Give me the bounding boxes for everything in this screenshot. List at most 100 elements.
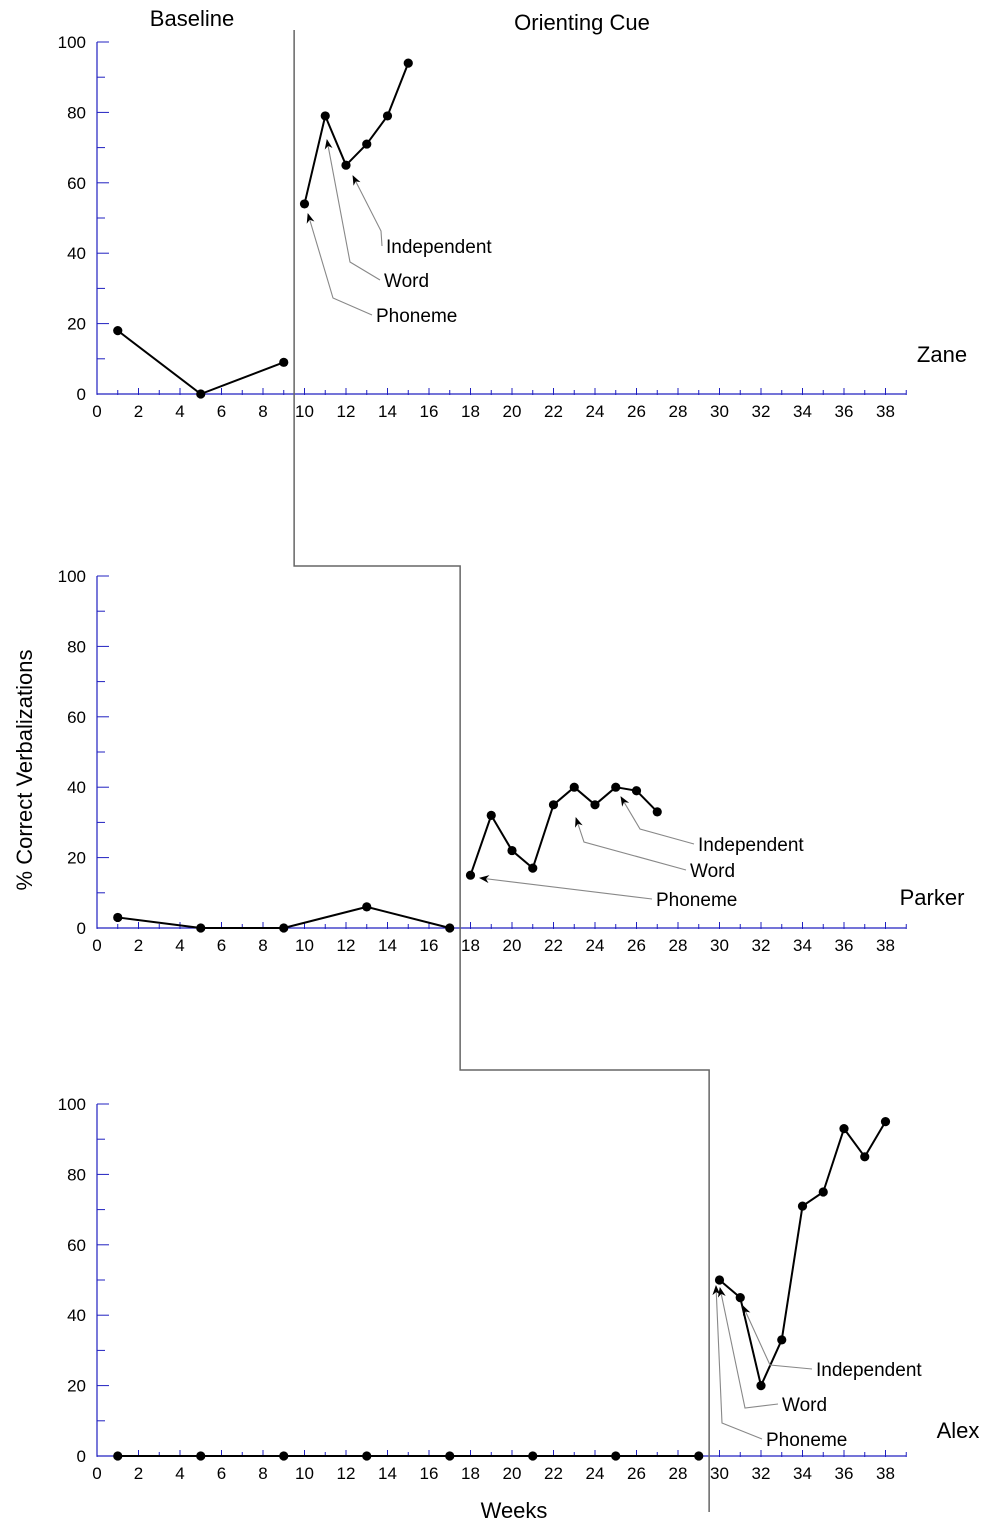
y-axis-title: % Correct Verbalizations — [12, 650, 37, 891]
data-point — [839, 1124, 849, 1134]
data-point — [611, 782, 621, 792]
y-tick-label: 100 — [58, 567, 86, 586]
y-tick-label: 0 — [77, 385, 86, 404]
x-tick-label: 28 — [669, 936, 688, 955]
data-point — [486, 810, 496, 820]
x-tick-label: 22 — [544, 1464, 563, 1483]
x-tick-label: 14 — [378, 402, 397, 421]
x-tick-label: 20 — [503, 402, 522, 421]
y-tick-label: 40 — [67, 778, 86, 797]
x-tick-label: 26 — [627, 402, 646, 421]
x-tick-label: 24 — [586, 402, 605, 421]
y-tick-label: 80 — [67, 1165, 86, 1184]
x-tick-label: 12 — [337, 1464, 356, 1483]
x-tick-label: 28 — [669, 1464, 688, 1483]
x-tick-label: 14 — [378, 1464, 397, 1483]
x-tick-label: 32 — [752, 1464, 771, 1483]
data-point — [548, 800, 559, 810]
x-tick-label: 26 — [627, 936, 646, 955]
x-tick-label: 30 — [710, 402, 729, 421]
x-tick-label: 16 — [420, 402, 439, 421]
data-point — [113, 1451, 123, 1461]
x-tick-label: 10 — [295, 1464, 314, 1483]
y-tick-label: 0 — [77, 919, 86, 938]
annotation-arrow — [717, 1287, 779, 1409]
x-tick-label: 0 — [92, 936, 101, 955]
data-point — [445, 1451, 455, 1461]
x-tick-label: 22 — [544, 402, 563, 421]
y-tick-label: 40 — [67, 1306, 86, 1325]
data-point — [590, 800, 600, 810]
x-tick-label: 22 — [544, 936, 563, 955]
x-tick-label: 36 — [835, 402, 854, 421]
y-tick-label: 0 — [77, 1447, 86, 1466]
x-tick-label: 34 — [793, 1464, 812, 1483]
x-tick-label: 24 — [586, 1464, 605, 1483]
series-line-orienting-cue — [303, 62, 410, 205]
x-tick-label: 12 — [337, 402, 356, 421]
data-point — [611, 1451, 621, 1461]
data-point — [113, 326, 123, 336]
data-point — [777, 1335, 787, 1345]
x-tick-label: 6 — [217, 1464, 226, 1483]
data-point — [196, 1451, 206, 1461]
annotation-arrow — [742, 1305, 813, 1370]
data-point — [196, 923, 206, 933]
series-line-orienting-cue — [469, 786, 658, 876]
data-point — [735, 1293, 745, 1303]
data-point — [652, 807, 662, 817]
x-tick-label: 34 — [793, 936, 812, 955]
x-tick-label: 0 — [92, 1464, 101, 1483]
data-point — [569, 782, 579, 792]
data-point — [113, 912, 123, 923]
data-point — [631, 786, 642, 796]
phase-label-baseline: Baseline — [150, 6, 234, 31]
data-point — [341, 160, 351, 170]
x-tick-label: 28 — [669, 402, 688, 421]
series-line-orienting-cue — [718, 1121, 887, 1387]
x-tick-label: 20 — [503, 1464, 522, 1483]
data-point — [279, 1451, 289, 1461]
annotation-arrow — [324, 139, 381, 281]
x-tick-label: 12 — [337, 936, 356, 955]
x-tick-label: 6 — [217, 402, 226, 421]
x-tick-label: 20 — [503, 936, 522, 955]
subject-label: Parker — [900, 885, 965, 910]
series-line-baseline — [117, 329, 285, 395]
y-tick-label: 80 — [67, 637, 86, 656]
data-point — [445, 923, 455, 933]
x-tick-label: 18 — [461, 936, 480, 955]
data-point — [797, 1201, 808, 1211]
data-point — [362, 1451, 372, 1461]
x-tick-label: 10 — [295, 936, 314, 955]
x-tick-label: 18 — [461, 402, 480, 421]
x-tick-label: 14 — [378, 936, 397, 955]
x-tick-label: 32 — [752, 936, 771, 955]
annotation-label: Phoneme — [766, 1430, 847, 1451]
x-tick-label: 38 — [876, 936, 895, 955]
data-point — [528, 1451, 538, 1461]
y-tick-label: 100 — [58, 1095, 86, 1114]
x-tick-label: 0 — [92, 402, 101, 421]
x-tick-label: 36 — [835, 1464, 854, 1483]
annotation-label: Independent — [386, 237, 492, 258]
y-tick-label: 60 — [67, 1236, 86, 1255]
x-tick-label: 4 — [175, 402, 184, 421]
subject-label: Zane — [917, 342, 967, 367]
x-tick-label: 38 — [876, 402, 895, 421]
annotation-label: Word — [690, 861, 735, 882]
x-tick-label: 6 — [217, 936, 226, 955]
x-tick-label: 2 — [134, 1464, 143, 1483]
y-tick-label: 80 — [67, 103, 86, 122]
data-point — [196, 389, 206, 399]
x-tick-label: 2 — [134, 936, 143, 955]
x-tick-label: 4 — [175, 1464, 184, 1483]
annotation-label: Word — [384, 271, 429, 292]
data-point — [714, 1275, 725, 1285]
x-tick-label: 26 — [627, 1464, 646, 1483]
y-tick-label: 20 — [67, 315, 86, 334]
data-point — [860, 1152, 870, 1162]
data-point — [320, 111, 330, 121]
annotation-arrow — [620, 796, 695, 845]
phase-label-orienting-cue: Orienting Cue — [514, 10, 650, 35]
